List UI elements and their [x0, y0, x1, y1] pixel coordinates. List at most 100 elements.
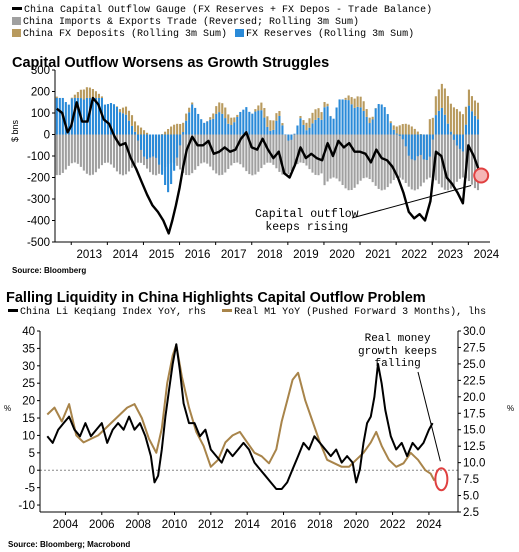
bar-fxres [404, 134, 407, 147]
bar-fxdepo [302, 120, 305, 125]
bar-fxres [215, 113, 218, 135]
bar-trade [106, 134, 109, 163]
bar-fxdepo [359, 96, 362, 108]
bar-trade [302, 134, 305, 164]
bar-fxres [338, 99, 341, 135]
bar-trade [419, 134, 422, 187]
bar-trade [452, 134, 455, 186]
y-tick-label-right: 17.5 [463, 408, 485, 420]
bar-fxres [293, 133, 296, 135]
bar-trade [368, 134, 371, 180]
bar-trade [437, 134, 440, 184]
bar-fxres [106, 104, 109, 135]
legend-item-fxdepo-fxres: China FX Deposits (Rolling 3m Sum) FX Res… [12, 29, 432, 41]
bar-trade [344, 134, 347, 189]
bar-fxres [326, 106, 329, 135]
bar-fxdepo [281, 123, 284, 126]
bar-trade [290, 134, 293, 171]
bar-fxdepo [254, 109, 257, 112]
bar-fxres [182, 132, 185, 135]
bar-fxres [443, 114, 446, 135]
y-tick-label-left: 35 [22, 343, 35, 355]
bar-trade [467, 134, 470, 182]
bar-fxres [133, 131, 137, 135]
bar-fxres [236, 117, 239, 135]
bar-fxdepo [130, 115, 134, 126]
bar-fxdepo [76, 92, 79, 98]
bar-trade [317, 134, 320, 176]
bar-fxres [242, 109, 245, 135]
bar-fxdepo [323, 102, 326, 108]
y-tick-label-right: 12.5 [463, 441, 485, 453]
bar-trade [296, 134, 299, 165]
bar-trade [401, 134, 404, 180]
bar-fxdepo [118, 109, 122, 113]
bar-trade [257, 134, 260, 172]
legend-swatch-line [12, 7, 22, 10]
bar-trade [353, 134, 356, 188]
bar-fxdepo [209, 117, 212, 120]
bar-fxres [320, 119, 323, 135]
bar-fxdepo [470, 96, 474, 112]
bar-fxdepo [85, 87, 88, 98]
bar-trade [374, 134, 377, 186]
y-tick-label: 300 [31, 65, 50, 77]
bar-trade [446, 134, 449, 191]
bar-trade [251, 134, 254, 176]
bar-fxres [167, 134, 170, 193]
bar-trade [64, 134, 67, 170]
bar-trade [260, 134, 263, 169]
series-line-m1 [46, 343, 436, 482]
bar-trade [97, 134, 100, 169]
bar-fxres [296, 125, 299, 135]
bar-trade [329, 134, 332, 179]
annotation-line: keeps rising [265, 221, 349, 234]
bar-fxdepo [368, 117, 371, 124]
bar-fxres [302, 124, 305, 135]
bar-trade [218, 134, 221, 176]
bar-trade [124, 134, 128, 175]
x-tick-label: 2022 [380, 519, 406, 531]
series-line-outflow [56, 96, 481, 235]
bar-fxdepo [443, 88, 446, 115]
bar-fxres [299, 118, 302, 135]
bar-trade [197, 134, 200, 167]
legend-swatch-gray [12, 17, 21, 25]
legend-swatch-blue [235, 29, 245, 37]
bar-trade [239, 134, 242, 165]
bar-trade [103, 134, 106, 163]
bar-trade [458, 134, 461, 179]
bar-fxres [422, 134, 425, 160]
bar-fxdepo [227, 114, 230, 124]
bar-fxres [365, 116, 368, 135]
bar-fxres [124, 114, 128, 135]
bar-fxres [344, 99, 347, 135]
bar-fxres [161, 134, 164, 175]
bar-trade [392, 134, 395, 181]
top-source: Source: Bloomberg [12, 266, 87, 275]
bar-trade [203, 134, 206, 163]
bottom-legend: China Li Keqiang Index YoY, rhs Real M1 … [8, 307, 486, 319]
bar-fxdepo [461, 114, 464, 135]
bar-fxdepo [452, 107, 455, 135]
bar-trade [449, 134, 452, 189]
bar-fxdepo [91, 89, 94, 98]
y-tick-label: -300 [27, 194, 50, 206]
bar-fxres [233, 122, 236, 135]
bar-fxres [94, 97, 97, 135]
y-tick-label-left: 40 [22, 326, 35, 338]
bar-fxres [218, 112, 221, 135]
x-tick-label: 2017 [221, 249, 247, 261]
bar-fxres [317, 117, 320, 135]
bar-trade [100, 134, 103, 166]
bar-fxdepo [464, 106, 467, 125]
bar-fxres [341, 99, 344, 135]
bar-fxdepo [188, 107, 191, 113]
bottom-annotation: Real money growth keeps falling [358, 333, 437, 371]
bar-trade [200, 134, 203, 164]
bar-fxres [112, 104, 116, 135]
bar-fxres [425, 134, 428, 161]
bar-fxdepo [94, 91, 97, 98]
x-tick-label: 2024 [416, 519, 442, 531]
